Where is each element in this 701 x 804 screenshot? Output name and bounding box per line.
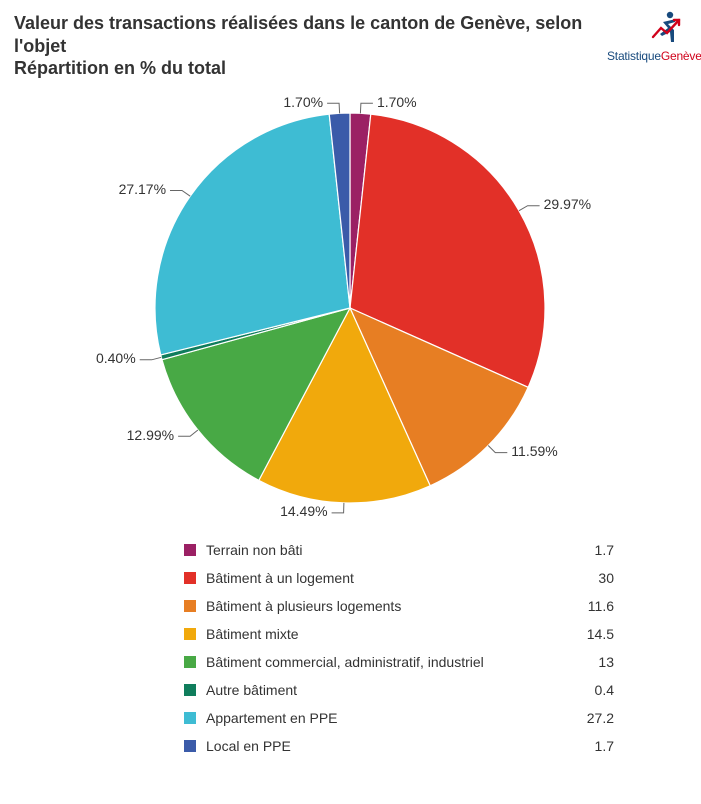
legend-value: 1.7 [554,542,614,558]
logo: StatistiqueGenève [607,10,687,62]
legend-value: 27.2 [554,710,614,726]
legend-swatch [184,544,196,556]
legend-label: Bâtiment commercial, administratif, indu… [206,654,554,670]
legend-label: Bâtiment à plusieurs logements [206,598,554,614]
legend-swatch [184,656,196,668]
slice-leader-line [140,357,162,360]
title-block: Valeur des transactions réalisées dans l… [14,12,607,80]
slice-label: 1.70% [377,94,417,110]
legend-label: Autre bâtiment [206,682,554,698]
legend-row[interactable]: Bâtiment à un logement30 [184,564,614,592]
slice-leader-line [332,502,344,512]
slice-label: 29.97% [544,196,591,212]
legend-value: 1.7 [554,738,614,754]
slice-label: 11.59% [511,443,557,459]
legend-value: 30 [554,570,614,586]
slice-leader-line [170,190,190,196]
slice-leader-line [519,205,540,210]
logo-icon [649,10,687,48]
slice-label: 14.49% [280,503,327,519]
slice-label: 1.70% [283,94,323,110]
legend-swatch [184,740,196,752]
slice-label: 12.99% [127,427,174,443]
legend-swatch [184,684,196,696]
legend-row[interactable]: Bâtiment commercial, administratif, indu… [184,648,614,676]
legend: Terrain non bâti1.7Bâtiment à un logemen… [184,536,614,760]
logo-text: StatistiqueGenève [607,50,687,62]
slice-label: 0.40% [96,350,136,366]
legend-row[interactable]: Bâtiment mixte14.5 [184,620,614,648]
pie-chart-svg [14,88,687,528]
legend-row[interactable]: Bâtiment à plusieurs logements11.6 [184,592,614,620]
legend-swatch [184,628,196,640]
header: Valeur des transactions réalisées dans l… [14,12,687,80]
legend-swatch [184,572,196,584]
title-line-1: Valeur des transactions réalisées dans l… [14,12,599,57]
legend-value: 0.4 [554,682,614,698]
logo-text-accent: Genève [661,49,701,63]
logo-text-primary: Statistique [607,49,661,63]
legend-swatch [184,600,196,612]
legend-swatch [184,712,196,724]
slice-leader-line [327,103,340,113]
legend-row[interactable]: Local en PPE1.7 [184,732,614,760]
legend-label: Local en PPE [206,738,554,754]
pie-chart: 1.70% 29.97% 11.59% 14.49% 12.99% 0.40% 27.17%… [14,88,687,528]
legend-row[interactable]: Terrain non bâti1.7 [184,536,614,564]
slice-leader-line [360,103,373,113]
legend-row[interactable]: Appartement en PPE27.2 [184,704,614,732]
legend-value: 13 [554,654,614,670]
slice-label: 27.17% [119,181,166,197]
legend-value: 14.5 [554,626,614,642]
legend-label: Appartement en PPE [206,710,554,726]
slice-leader-line [178,430,198,436]
page-root: Valeur des transactions réalisées dans l… [0,0,701,804]
legend-value: 11.6 [554,598,614,614]
legend-label: Bâtiment à un logement [206,570,554,586]
slice-leader-line [488,445,507,452]
title-line-2: Répartition en % du total [14,57,599,80]
legend-label: Terrain non bâti [206,542,554,558]
legend-row[interactable]: Autre bâtiment0.4 [184,676,614,704]
legend-label: Bâtiment mixte [206,626,554,642]
